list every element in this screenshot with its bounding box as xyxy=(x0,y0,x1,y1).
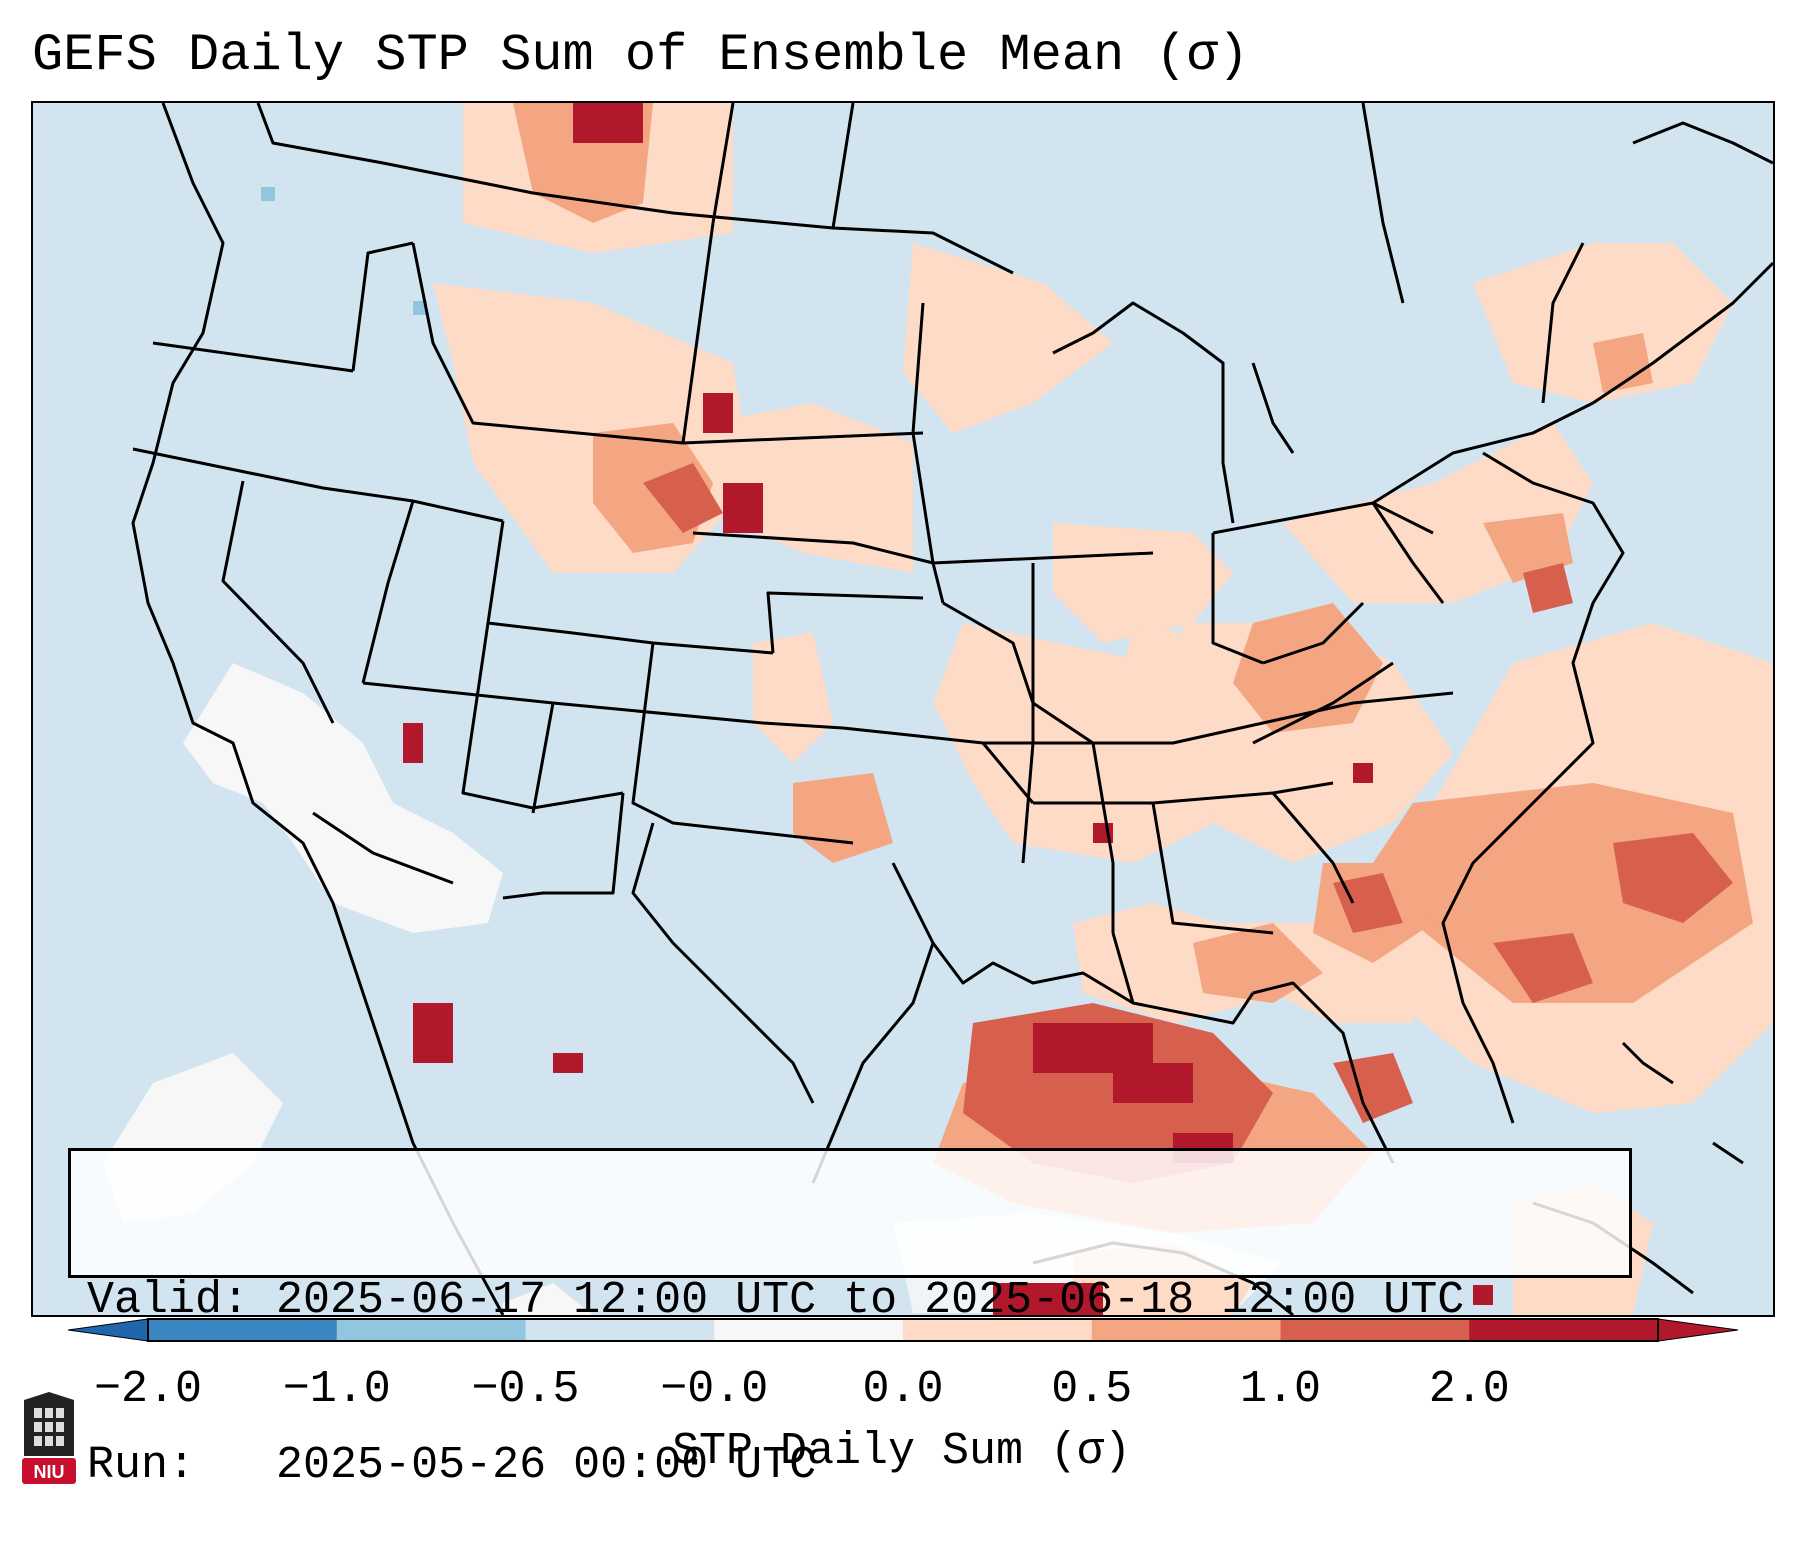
colorbar-segment xyxy=(148,1319,338,1341)
colorbar-under-arrow xyxy=(68,1318,149,1342)
colorbar-segment xyxy=(1091,1319,1281,1341)
colorbar-tick-label: −0.0 xyxy=(660,1364,769,1415)
boundaries xyxy=(131,103,1773,1315)
colorbar-tick-label: −2.0 xyxy=(93,1364,203,1415)
colorbar-ticks: −2.0 −1.0 −0.5 −0.0 0.0 0.5 1.0 2.0 xyxy=(0,1362,1803,1422)
colorbar-segments xyxy=(148,1319,1659,1341)
colorbar-tick-label: 0.5 xyxy=(1051,1364,1133,1415)
colorbar-tick-label: 0.0 xyxy=(862,1364,944,1415)
valid-label: Valid: xyxy=(87,1275,250,1326)
colorbar-tick-label: 2.0 xyxy=(1428,1364,1510,1415)
colorbar xyxy=(68,1318,1738,1342)
run-row: Run: 2025-05-26 00:00 UTC xyxy=(87,1438,1613,1493)
negative-specks xyxy=(261,187,427,315)
colorbar-segment xyxy=(525,1319,715,1341)
valid-value: 2025-06-17 12:00 UTC to 2025-06-18 12:00… xyxy=(276,1275,1465,1326)
map-title: GEFS Daily STP Sum of Ensemble Mean (σ) xyxy=(32,26,1249,85)
colorbar-segment xyxy=(336,1319,526,1341)
colorbar-tick-label: −1.0 xyxy=(282,1364,391,1415)
colorbar-label: STP Daily Sum (σ) xyxy=(671,1426,1132,1477)
map-canvas xyxy=(103,103,1773,1315)
run-label: Run: xyxy=(87,1440,196,1491)
logo-text: NIU xyxy=(34,1462,65,1482)
colorbar-tick-label: −0.5 xyxy=(471,1364,580,1415)
northern-illinois-university-logo: NIU xyxy=(22,1392,76,1484)
colorbar-segment xyxy=(903,1319,1093,1341)
run-value: 2025-05-26 00:00 UTC xyxy=(276,1440,817,1491)
colorbar-segment xyxy=(714,1319,904,1341)
stp-map xyxy=(31,101,1775,1317)
colorbar-over-arrow xyxy=(1657,1318,1738,1342)
colorbar-tick-label: 1.0 xyxy=(1239,1364,1322,1415)
valid-time-box: Valid: 2025-06-17 12:00 UTC to 2025-06-1… xyxy=(68,1148,1632,1491)
colorbar-outline xyxy=(147,1318,1659,1342)
very-high-positive-region xyxy=(403,103,1493,1315)
colorbar-segment xyxy=(1280,1319,1470,1341)
valid-row: Valid: 2025-06-17 12:00 UTC to 2025-06-1… xyxy=(87,1273,1613,1328)
colorbar-segment xyxy=(1469,1319,1659,1341)
